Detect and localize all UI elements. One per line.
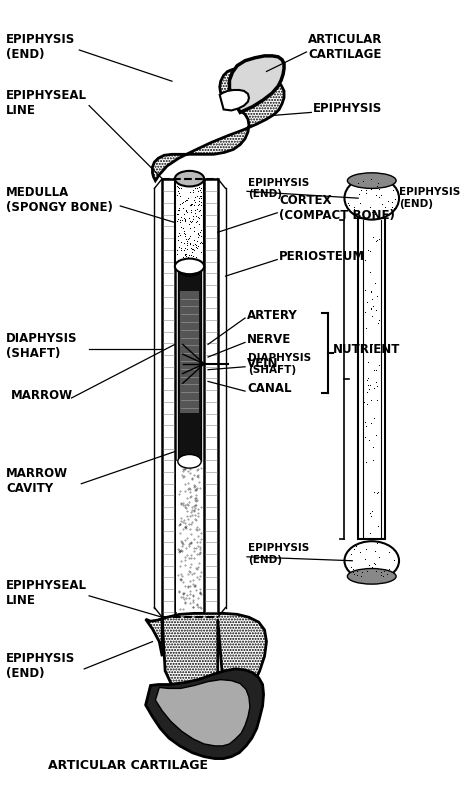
Ellipse shape — [178, 262, 201, 276]
Polygon shape — [180, 291, 199, 412]
Text: VEIN: VEIN — [247, 358, 279, 370]
Text: DIAPHYSIS
(SHAFT): DIAPHYSIS (SHAFT) — [6, 332, 78, 360]
Text: EPIPHYSIS
(END): EPIPHYSIS (END) — [248, 543, 309, 565]
Text: MEDULLA
(SPONGY BONE): MEDULLA (SPONGY BONE) — [6, 186, 113, 214]
Text: ARTICULAR CARTILAGE: ARTICULAR CARTILAGE — [48, 759, 208, 772]
Polygon shape — [176, 462, 203, 612]
Text: EPIPHYSEAL
LINE: EPIPHYSEAL LINE — [6, 89, 87, 117]
Text: EPIPHYSIS
(END): EPIPHYSIS (END) — [248, 178, 309, 199]
Ellipse shape — [175, 170, 204, 186]
Ellipse shape — [347, 569, 396, 584]
Polygon shape — [146, 613, 266, 719]
Ellipse shape — [345, 177, 399, 220]
Ellipse shape — [175, 259, 204, 274]
Polygon shape — [220, 90, 249, 110]
Polygon shape — [162, 178, 175, 617]
Ellipse shape — [178, 454, 201, 468]
Text: EPIPHYSIS
(END): EPIPHYSIS (END) — [6, 652, 75, 680]
Text: NERVE: NERVE — [247, 333, 291, 346]
Polygon shape — [153, 68, 284, 181]
Text: PERIOSTEUM: PERIOSTEUM — [279, 250, 365, 263]
Text: NUTRIENT: NUTRIENT — [333, 343, 400, 356]
Text: MARROW
CAVITY: MARROW CAVITY — [6, 467, 68, 495]
Polygon shape — [146, 669, 264, 759]
Text: ARTERY: ARTERY — [247, 308, 298, 322]
Text: DIAPHYSIS
(SHAFT): DIAPHYSIS (SHAFT) — [248, 353, 311, 374]
Text: CANAL: CANAL — [247, 381, 292, 395]
Polygon shape — [229, 56, 284, 113]
Polygon shape — [175, 178, 204, 266]
Text: EPIPHYSIS
(END): EPIPHYSIS (END) — [6, 33, 75, 61]
Text: EPIPHYSIS
(END): EPIPHYSIS (END) — [399, 187, 460, 209]
Ellipse shape — [345, 542, 399, 580]
Text: CORTEX
(COMPACT BONE): CORTEX (COMPACT BONE) — [279, 194, 395, 222]
Polygon shape — [178, 270, 201, 462]
Text: EPIPHYSIS: EPIPHYSIS — [313, 102, 383, 115]
Text: MARROW: MARROW — [11, 389, 73, 401]
Polygon shape — [162, 178, 218, 617]
Ellipse shape — [347, 173, 396, 189]
Text: EPIPHYSEAL
LINE: EPIPHYSEAL LINE — [6, 579, 87, 607]
Text: ARTICULAR
CARTILAGE: ARTICULAR CARTILAGE — [309, 33, 383, 61]
Polygon shape — [358, 217, 385, 539]
Polygon shape — [155, 680, 250, 746]
Polygon shape — [204, 178, 218, 617]
